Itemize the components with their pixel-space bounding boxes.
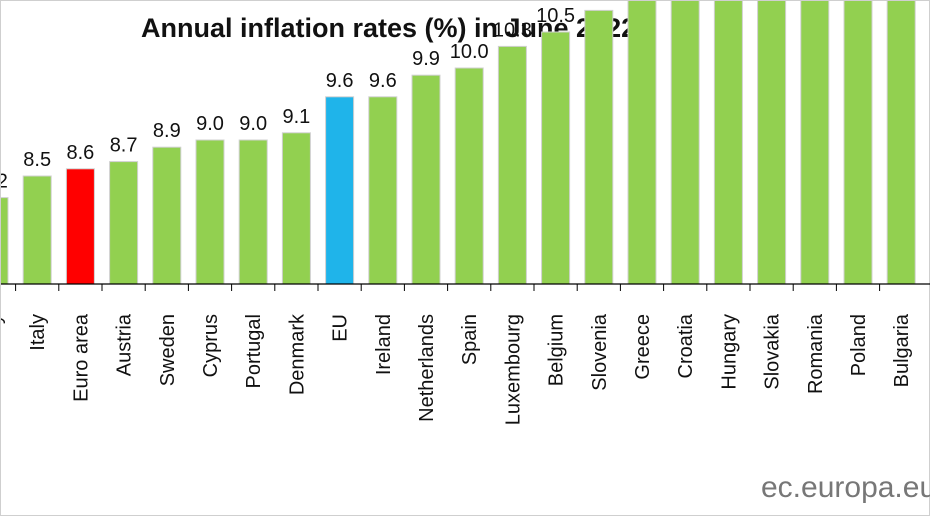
bar-belgium <box>541 31 571 285</box>
bar-denmark <box>281 132 311 285</box>
value-label-portugal: 9.0 <box>239 113 267 135</box>
tick-label-sweden: Sweden <box>157 314 179 386</box>
bar-cyprus <box>195 139 225 285</box>
tick-label-germany: Germany <box>1 314 6 396</box>
bar-romania <box>800 1 830 285</box>
tick-label-euro-area: Euro area <box>70 313 92 402</box>
tick-label-greece: Greece <box>632 314 654 380</box>
tick-label-bulgaria: Bulgaria <box>891 313 913 387</box>
bar-ireland <box>368 96 398 285</box>
value-label-netherlands: 9.9 <box>412 48 440 70</box>
bar-slovakia <box>757 1 787 285</box>
value-label-luxembourg: 10.3 <box>493 19 532 41</box>
bar-greece <box>627 1 657 285</box>
tick-label-poland: Poland <box>848 314 870 376</box>
value-label-belgium: 10.5 <box>536 5 575 27</box>
tick-label-belgium: Belgium <box>546 314 568 386</box>
value-label-euro-area: 8.6 <box>66 142 94 164</box>
tick-label-denmark: Denmark <box>286 313 308 395</box>
value-label-ireland: 9.6 <box>369 70 397 92</box>
tick-label-austria: Austria <box>114 313 136 376</box>
value-label-sweden: 8.9 <box>153 120 181 142</box>
bar-slovenia <box>584 9 614 285</box>
bar-eu <box>325 96 355 285</box>
tick-label-eu: EU <box>330 314 352 342</box>
value-label-spain: 10.0 <box>450 41 489 63</box>
tick-label-slovakia: Slovakia <box>762 313 784 389</box>
bar-hungary <box>713 1 743 285</box>
value-label-italy: 8.5 <box>23 149 51 171</box>
tick-label-croatia: Croatia <box>675 313 697 378</box>
tick-label-hungary: Hungary <box>718 314 740 390</box>
value-label-slovenia: 10.8 <box>579 1 618 5</box>
value-label-cyprus: 9.0 <box>196 113 224 135</box>
bar-bulgaria <box>886 1 916 285</box>
tick-label-romania: Romania <box>805 313 827 394</box>
tick-label-ireland: Ireland <box>373 314 395 375</box>
bar-spain <box>454 67 484 285</box>
tick-label-italy: Italy <box>27 314 49 351</box>
tick-label-spain: Spain <box>459 314 481 365</box>
tick-label-netherlands: Netherlands <box>416 314 438 422</box>
value-label-austria: 8.7 <box>110 135 138 157</box>
value-label-eu: 9.6 <box>326 70 354 92</box>
tick-label-portugal: Portugal <box>243 314 265 389</box>
bar-netherlands <box>411 74 441 285</box>
value-label-germany: 8.2 <box>1 171 8 193</box>
bar-sweden <box>152 146 182 285</box>
bar-croatia <box>670 1 700 285</box>
tick-label-slovenia: Slovenia <box>589 313 611 391</box>
tick-label-cyprus: Cyprus <box>200 314 222 377</box>
bar-germany <box>1 197 9 285</box>
bar-euro-area <box>65 168 95 285</box>
bar-portugal <box>238 139 268 285</box>
bar-poland <box>843 1 873 285</box>
source-label: ec.europa.eu <box>761 471 930 504</box>
bar-luxembourg <box>497 45 527 285</box>
tick-label-luxembourg: Luxembourg <box>502 314 524 425</box>
value-label-denmark: 9.1 <box>282 106 310 128</box>
bar-austria <box>109 161 139 285</box>
bar-italy <box>22 175 52 285</box>
